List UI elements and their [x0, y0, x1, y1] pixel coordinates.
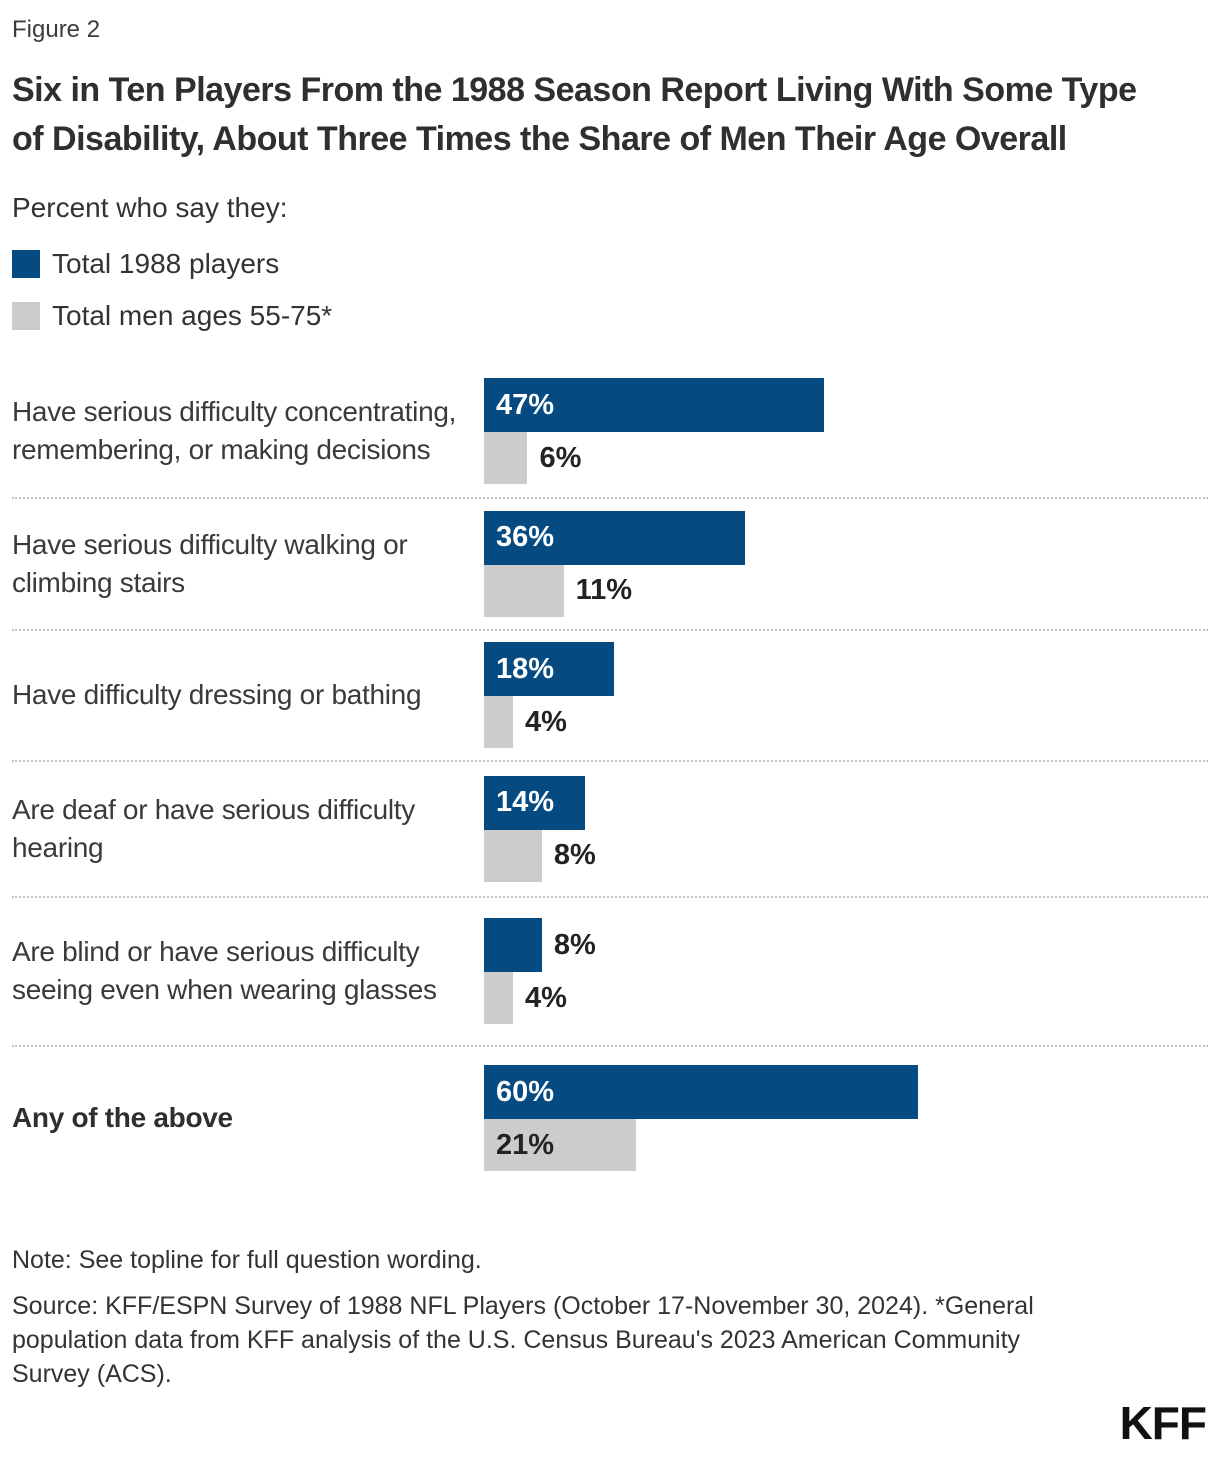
chart-title: Six in Ten Players From the 1988 Season … [12, 71, 1137, 158]
bar-value-label: 4% [524, 981, 567, 1014]
chart-subtitle: Percent who say they: [12, 191, 288, 223]
bar-group: 47% 6% [484, 378, 1208, 485]
kff-logo: KFF [1119, 1397, 1207, 1449]
bar-line-men: 4% [484, 696, 1208, 749]
category-label: Any of the above [12, 1102, 233, 1134]
bar-players: 18% [484, 642, 615, 697]
chart-row: Have serious difficulty concentrating, r… [12, 366, 1208, 497]
bar-players: 36% [484, 510, 745, 565]
bar-value-label: 60% [496, 1075, 555, 1108]
bar-players: 60% [484, 1065, 919, 1120]
chart-row: Have serious difficulty walking or climb… [12, 496, 1208, 629]
chart-row: Any of the above 60% 21% [12, 1044, 1208, 1190]
bar-value-label: 21% [496, 1128, 555, 1161]
bar-value-label: 4% [524, 705, 567, 738]
category-label: Have serious difficulty walking or climb… [12, 528, 408, 598]
legend: Total 1988 players Total men ages 55-75* [12, 248, 1208, 332]
source-text: Source: KFF/ESPN Survey of 1988 NFL Play… [12, 1291, 1034, 1388]
category-label: Are deaf or have serious difficulty hear… [12, 793, 415, 863]
bar-line-players: 47% [484, 378, 1208, 433]
bar-value-label: 18% [496, 652, 555, 685]
bar-group: 60% 21% [484, 1065, 1208, 1172]
bar-line-players: 36% [484, 510, 1208, 565]
bar-players [484, 918, 542, 973]
bar-men [484, 972, 513, 1025]
legend-swatch-players-icon [12, 249, 40, 278]
bar-value-label: 8% [553, 839, 596, 872]
category-label: Have difficulty dressing or bathing [12, 679, 422, 711]
bar-group: 8% 4% [484, 918, 1208, 1025]
bar-chart: Have serious difficulty concentrating, r… [12, 366, 1208, 1190]
bar-men [484, 829, 542, 882]
note-text: Note: See topline for full question word… [12, 1245, 482, 1274]
bar-players: 14% [484, 775, 586, 830]
legend-label-men: Total men ages 55-75* [52, 299, 333, 331]
bar-line-men: 6% [484, 432, 1208, 485]
chart-row: Are blind or have serious difficulty see… [12, 895, 1208, 1045]
bar-value-label: 11% [575, 574, 633, 607]
bar-value-label: 14% [496, 786, 555, 819]
legend-item-players: Total 1988 players [12, 248, 1208, 280]
bar-men [484, 432, 528, 485]
bar-line-players: 8% [484, 918, 1208, 973]
bar-men: 21% [484, 1119, 637, 1172]
bar-group: 36% 11% [484, 510, 1208, 617]
bar-group: 14% 8% [484, 775, 1208, 882]
bar-line-men: 8% [484, 829, 1208, 882]
bar-line-men: 21% [484, 1119, 1208, 1172]
bar-line-players: 14% [484, 775, 1208, 830]
bar-value-label: 8% [553, 928, 596, 961]
chart-row: Have difficulty dressing or bathing 18% 4… [12, 628, 1208, 760]
chart-row: Are deaf or have serious difficulty hear… [12, 759, 1208, 896]
bar-group: 18% 4% [484, 642, 1208, 749]
bar-line-men: 11% [484, 564, 1208, 617]
bar-players: 47% [484, 378, 825, 433]
bar-value-label: 36% [496, 521, 555, 554]
legend-label-players: Total 1988 players [52, 247, 280, 279]
legend-item-men: Total men ages 55-75* [12, 300, 1208, 332]
category-label: Are blind or have serious difficulty see… [12, 936, 437, 1006]
bar-men [484, 696, 513, 749]
bar-value-label: 6% [539, 441, 582, 474]
legend-swatch-men-icon [12, 301, 40, 330]
bar-line-players: 18% [484, 642, 1208, 697]
bar-line-players: 60% [484, 1065, 1208, 1120]
bar-value-label: 47% [496, 388, 555, 421]
bar-men [484, 564, 564, 617]
category-label: Have serious difficulty concentrating, r… [12, 396, 457, 466]
figure-label: Figure 2 [12, 16, 101, 43]
bar-line-men: 4% [484, 972, 1208, 1025]
